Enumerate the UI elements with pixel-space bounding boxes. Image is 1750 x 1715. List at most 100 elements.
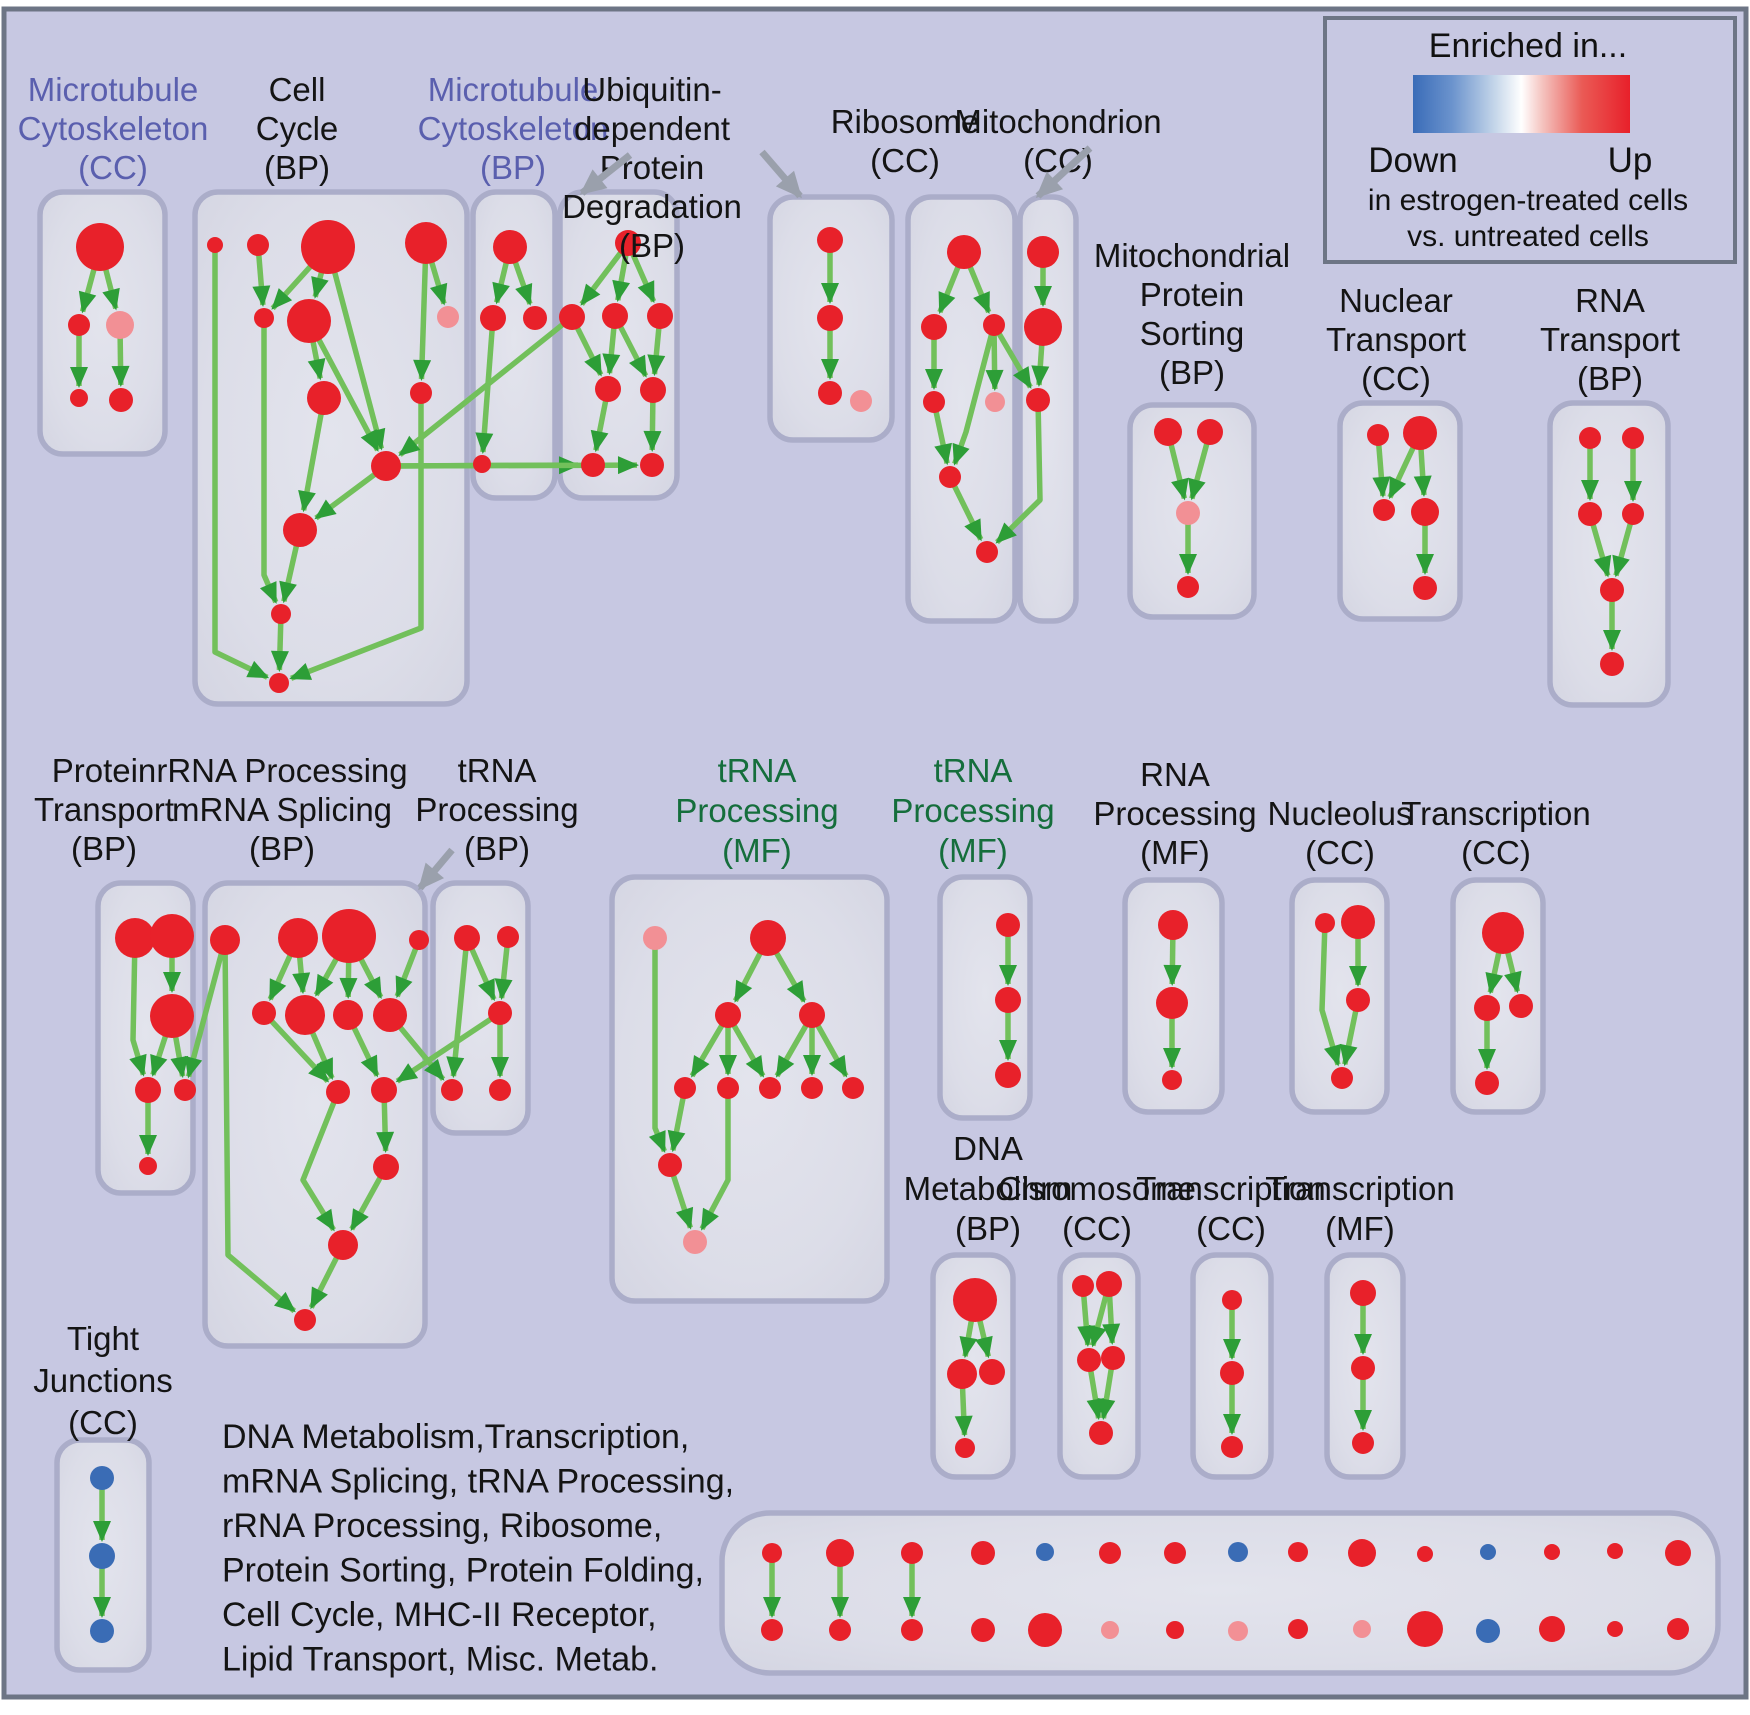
go-term-node-red	[252, 1001, 276, 1025]
go-term-node-red	[947, 235, 981, 269]
go-term-node-red	[1027, 236, 1059, 268]
go-term-node-red	[1622, 427, 1644, 449]
go-term-node-red	[559, 304, 585, 330]
go-term-node-red	[581, 453, 605, 477]
go-term-node-red	[174, 1079, 196, 1101]
edge-arrow	[952, 324, 997, 466]
edge-arrow	[398, 314, 574, 457]
cluster-labels-layer: Microtubule Cytoskeleton (CC) Cell Cycle (BP)…	[18, 71, 1680, 1441]
go-term-node-red	[1028, 1613, 1062, 1647]
cluster-label-transcription-cc-mid: Transcription (CC)	[1401, 795, 1591, 871]
go-term-node-red	[1607, 1621, 1623, 1637]
go-term-node-red	[480, 305, 506, 331]
go-term-node-red	[307, 381, 341, 415]
legend-subtitle-line2: vs. untreated cells	[1407, 220, 1649, 253]
cluster-label-rna-transport-bp: RNA Transport (BP)	[1540, 282, 1680, 397]
go-term-node-red	[647, 303, 673, 329]
go-term-node-red	[454, 925, 480, 951]
edge-arrow	[129, 937, 147, 1077]
mixed-terms-cluster-box	[719, 1510, 1721, 1676]
go-term-node-red	[983, 314, 1005, 336]
go-term-node-red	[283, 513, 317, 547]
go-term-node-pink	[850, 390, 872, 412]
go-term-node-red	[761, 1619, 783, 1641]
legend-down-label: Down	[1368, 141, 1457, 180]
go-term-node-red	[1197, 419, 1223, 445]
go-term-node-red	[595, 376, 621, 402]
go-term-node-red	[799, 1002, 825, 1028]
go-term-node-red	[817, 227, 843, 253]
rrna-processing-mrna-splicing-bp-cluster-box	[202, 880, 428, 1349]
go-term-node-red	[210, 925, 240, 955]
go-term-node-red	[294, 1309, 316, 1331]
cluster-label-tight-junctions-cc: Tight Junctions (CC)	[33, 1320, 172, 1441]
go-term-node-pink	[1101, 1621, 1119, 1639]
legend-color-gradient-bar	[1413, 75, 1630, 133]
microtubule-cytoskeleton-cc-cluster-box	[37, 189, 168, 457]
go-term-node-red	[658, 1153, 682, 1177]
go-term-node-red	[602, 303, 628, 329]
cluster-label-mitochondrial-protein-sorting-bp: Mitochondrial Protein Sorting (BP)	[1094, 237, 1290, 391]
cluster-label-cell-cycle-bp: Cell Cycle (BP)	[256, 71, 339, 186]
go-term-node-red	[405, 222, 447, 264]
go-term-node-red	[1166, 1621, 1184, 1639]
go-term-node-red	[1096, 1271, 1122, 1297]
ubiquitin-degradation-bp-cluster-a-box	[557, 189, 680, 501]
go-term-node-red	[1162, 1070, 1182, 1090]
cluster-label-transcription-cc-bottom: Transcription (CC)	[1136, 1170, 1326, 1247]
go-term-node-red	[1158, 910, 1188, 940]
go-term-node-red	[640, 377, 666, 403]
cluster-label-ribosome-cc: Ribosome (CC)	[831, 103, 980, 179]
go-term-node-red	[615, 230, 641, 256]
go-term-node-pink	[643, 926, 667, 950]
go-term-node-red	[1665, 1540, 1691, 1566]
go-term-node-pink	[437, 306, 459, 328]
go-term-node-red	[1367, 424, 1389, 446]
go-term-node-red	[76, 223, 124, 271]
go-term-node-red	[901, 1619, 923, 1641]
cluster-label-dna-metabolism-bp: DNA Metabolism (BP)	[904, 1130, 1073, 1247]
go-term-node-red	[996, 913, 1020, 937]
edge-arrow	[446, 937, 470, 1079]
go-term-node-red	[1331, 1067, 1353, 1089]
go-term-node-red	[762, 1543, 782, 1563]
go-term-node-red	[301, 220, 355, 274]
go-term-node-red	[1539, 1616, 1565, 1642]
cluster-label-nuclear-transport-cc: Nuclear Transport (CC)	[1326, 282, 1466, 397]
go-term-node-red	[1288, 1619, 1308, 1639]
go-term-node-red	[371, 451, 401, 481]
edge-arrow	[1319, 922, 1342, 1067]
edge-arrow	[991, 323, 1033, 389]
go-term-node-red	[1352, 1432, 1374, 1454]
go-term-node-red	[247, 234, 269, 256]
go-term-node-red	[489, 1079, 511, 1101]
edge-arrow	[394, 939, 422, 999]
go-term-node-red	[829, 1619, 851, 1641]
go-term-node-red	[971, 1618, 995, 1642]
go-term-node-blue	[1476, 1619, 1500, 1643]
go-term-node-red	[115, 918, 155, 958]
edge-arrow	[289, 393, 424, 681]
go-term-node-red	[1177, 576, 1199, 598]
shared-terms-text-block: DNA Metabolism,Transcription, mRNA Splici…	[222, 1418, 734, 1679]
go-term-node-red	[523, 306, 547, 330]
go-term-node-red	[1348, 1539, 1376, 1567]
go-term-node-red	[1154, 418, 1182, 446]
go-term-node-red	[328, 1230, 358, 1260]
go-term-node-red	[674, 1077, 696, 1099]
go-term-node-blue	[90, 1466, 114, 1490]
go-term-node-red	[1072, 1275, 1094, 1297]
go-term-node-red	[1346, 988, 1370, 1012]
go-term-node-red	[1600, 652, 1624, 676]
go-term-node-red	[441, 1079, 463, 1101]
nuclear-transport-cc-cluster-box	[1337, 400, 1463, 622]
go-term-node-red	[1024, 308, 1062, 346]
go-term-node-red	[373, 1154, 399, 1180]
legend: Enriched in... Down Up in estrogen-treat…	[1323, 16, 1737, 264]
go-term-node-red	[923, 391, 945, 413]
go-term-node-red	[1288, 1542, 1308, 1562]
go-term-node-red	[1077, 1348, 1101, 1372]
go-term-node-red	[139, 1157, 157, 1175]
go-term-node-blue	[1228, 1542, 1248, 1562]
go-term-node-red	[801, 1077, 823, 1099]
